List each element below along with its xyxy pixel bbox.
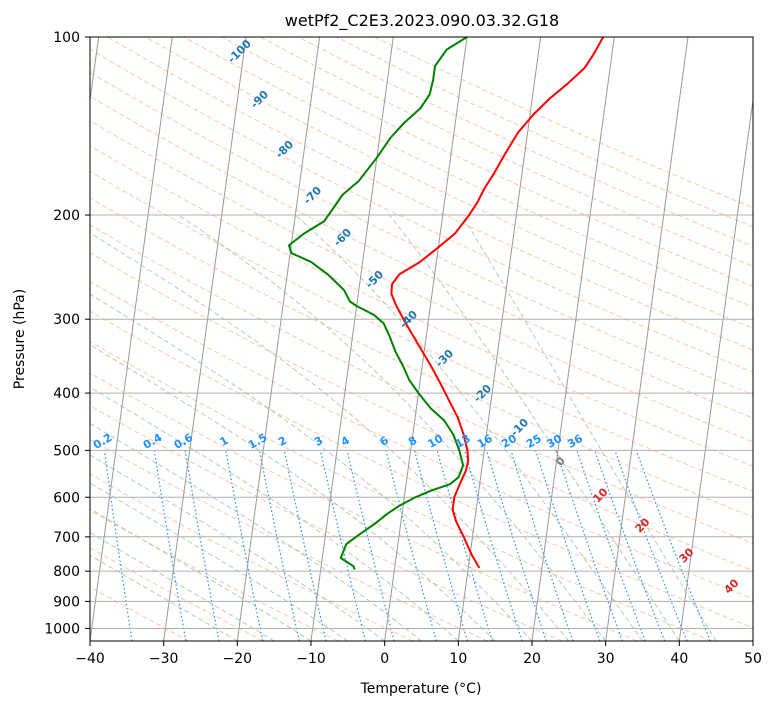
isotherm-line <box>90 37 173 641</box>
moist-adiabat-line <box>90 386 459 641</box>
dry-adiabat-line <box>90 547 264 641</box>
isotherm-line <box>163 37 247 641</box>
dry-adiabat-line <box>90 405 563 641</box>
mixing-ratio-line <box>594 450 666 641</box>
mixing-ratio-line <box>385 450 437 641</box>
dry-adiabat-line <box>90 438 488 641</box>
series-lines <box>288 37 605 570</box>
isotherm-line <box>531 37 615 641</box>
moist-adiabat-line <box>90 293 533 641</box>
mixing-ratio-line <box>413 450 469 641</box>
moist-adiabat-line <box>389 214 680 641</box>
dry-adiabat-line <box>90 48 753 373</box>
y-tick-label: 400 <box>53 386 80 402</box>
x-tick-label: −30 <box>149 651 179 667</box>
isotherm-line <box>605 37 689 641</box>
isotherm-line <box>678 96 753 641</box>
x-tick-label: 0 <box>380 651 389 667</box>
x-axis-label: Temperature (°C) <box>360 681 482 697</box>
mixing-ratio-line <box>258 450 300 641</box>
moist-adiabat-line <box>90 532 275 641</box>
dry-adiabat-line <box>90 310 753 629</box>
x-tick-label: −40 <box>75 651 105 667</box>
y-axis-ticks: 100 200 300 400 500 600 700 800 900 1000 <box>44 30 90 637</box>
y-tick-label: 100 <box>53 30 80 46</box>
isotherm-line <box>457 37 542 641</box>
y-tick-label: 900 <box>53 594 80 610</box>
moist-adiabat-line <box>295 214 643 641</box>
mixing-ratio-line <box>153 450 187 641</box>
x-tick-label: 30 <box>597 651 615 667</box>
mixing-ratio-line <box>535 450 601 641</box>
dry-adiabat-line <box>145 37 753 329</box>
y-tick-label: 700 <box>53 530 80 546</box>
y-tick-label: 500 <box>53 443 80 459</box>
dry-adiabat-line <box>107 37 753 351</box>
plot-area: -100-90-80-70-60-50-40-30-20-100.10.20.4… <box>90 37 753 641</box>
dry-adiabat-line <box>90 224 753 545</box>
isotherm-line <box>236 37 321 641</box>
isotherm-line <box>384 37 468 641</box>
y-tick-label: 1000 <box>44 621 80 637</box>
moist-adiabat-line <box>90 482 349 641</box>
dry-adiabat-line <box>90 71 753 396</box>
moist-adiabat-line <box>461 214 717 641</box>
y-tick-label: 300 <box>53 312 80 328</box>
mixing-ratio-line <box>225 450 264 641</box>
temperature-line <box>390 37 605 569</box>
x-axis-ticks: −40 −30 −20 −10 0 10 20 30 40 50 <box>75 641 762 667</box>
moist-adiabat-line <box>90 344 496 641</box>
dewpoint-line <box>288 37 468 570</box>
isotherm-line <box>310 37 394 641</box>
dry-adiabat-line <box>90 280 753 600</box>
chart-title: wetPf2_C2E3.2023.090.03.32.G18 <box>285 11 559 31</box>
moist-adiabat-line <box>90 454 385 641</box>
mixing-ratio-line <box>184 450 220 641</box>
y-axis-label: Pressure (hPa) <box>12 289 28 389</box>
plot-frame <box>89 36 754 642</box>
mixing-ratio-line <box>283 450 327 641</box>
mixing-ratio-line <box>103 450 133 641</box>
dry-adiabat-line <box>90 197 753 518</box>
mixing-ratio-line <box>614 450 688 641</box>
y-tick-label: 200 <box>53 208 80 224</box>
x-tick-label: −20 <box>223 651 253 667</box>
x-tick-label: −10 <box>296 651 326 667</box>
x-tick-label: 10 <box>449 651 467 667</box>
moist-adiabat-line <box>90 554 238 641</box>
moist-adiabat-line <box>90 422 422 641</box>
y-tick-label: 800 <box>53 564 80 580</box>
moist-adiabat-line <box>178 214 607 641</box>
x-tick-label: 20 <box>523 651 541 667</box>
mixing-ratio-line <box>576 450 646 641</box>
mixing-ratio-lines <box>103 450 711 641</box>
mixing-ratio-line <box>436 450 493 641</box>
x-tick-label: 50 <box>744 651 762 667</box>
pressure-gridlines <box>90 37 753 641</box>
dry-adiabat-line <box>183 37 753 308</box>
dry-adiabat-line <box>90 372 638 641</box>
x-tick-label: 40 <box>670 651 688 667</box>
mixing-ratio-line <box>555 450 623 641</box>
y-tick-label: 600 <box>53 490 80 506</box>
